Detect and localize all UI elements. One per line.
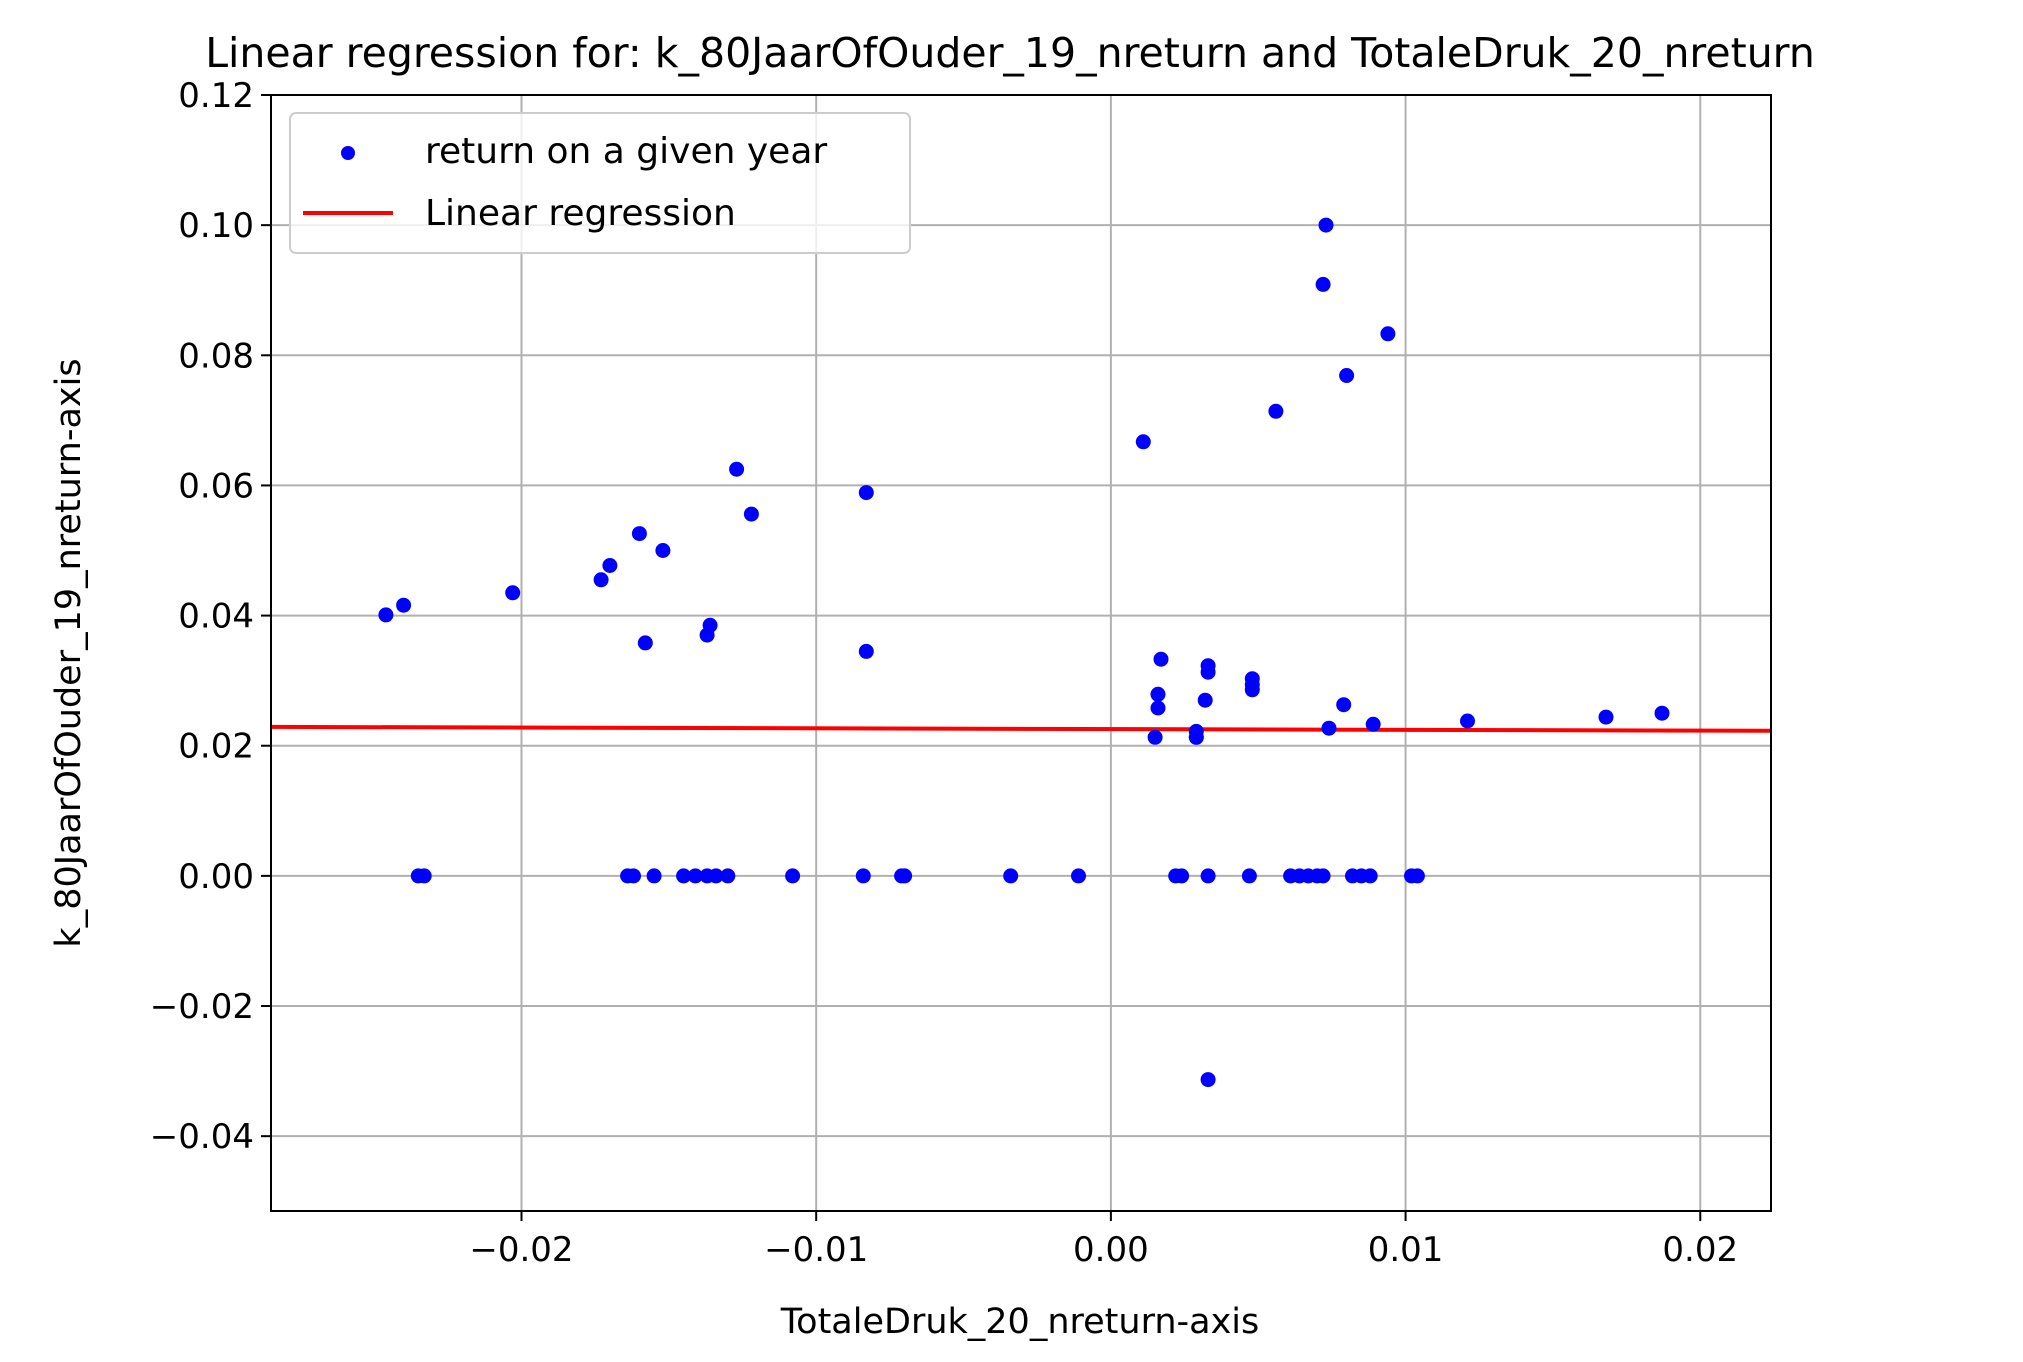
x-tick-label: −0.02 xyxy=(469,1230,573,1270)
scatter-point xyxy=(1200,1072,1216,1088)
x-tick-label: 0.01 xyxy=(1368,1230,1444,1270)
x-tick-label: 0.00 xyxy=(1073,1230,1149,1270)
scatter-point xyxy=(1200,868,1216,884)
y-axis-label: k_80JaarOfOuder_19_nreturn-axis xyxy=(49,358,89,947)
scatter-point xyxy=(1150,686,1166,702)
regression-line-layer xyxy=(270,724,1772,733)
scatter-point xyxy=(743,506,759,522)
scatter-point xyxy=(637,635,653,651)
scatter-point xyxy=(897,868,913,884)
legend-box xyxy=(289,112,911,254)
x-tick-label: 0.02 xyxy=(1662,1230,1738,1270)
scatter-point xyxy=(1365,716,1381,732)
scatter-point xyxy=(646,868,662,884)
scatter-point xyxy=(1339,368,1355,383)
scatter-point xyxy=(1460,713,1475,729)
scatter-point xyxy=(687,868,703,884)
scatter-point xyxy=(1654,705,1670,721)
scatter-point xyxy=(858,643,874,659)
scatter-point xyxy=(1598,709,1614,725)
scatter-point xyxy=(378,607,394,623)
scatter-point xyxy=(416,868,432,884)
scatter-point xyxy=(1197,692,1213,708)
y-tick-label: 0.10 xyxy=(178,206,254,246)
scatter-point xyxy=(505,585,521,601)
scatter-point xyxy=(602,558,618,573)
y-tick-label: 0.00 xyxy=(178,857,254,897)
x-tick-label: −0.01 xyxy=(764,1230,868,1270)
scatter-point xyxy=(1174,868,1190,884)
regression-line xyxy=(270,724,1772,733)
scatter-point xyxy=(702,617,718,633)
legend: return on a given year Linear regression xyxy=(289,112,911,254)
y-tick-label: −0.02 xyxy=(150,987,254,1027)
scatter-point xyxy=(855,868,871,884)
y-tick-label: −0.04 xyxy=(150,1117,254,1157)
scatter-point xyxy=(1336,697,1352,713)
scatter-point xyxy=(858,485,874,501)
y-tick-label: 0.08 xyxy=(178,336,254,376)
scatter-point xyxy=(593,572,609,588)
scatter-point xyxy=(1153,651,1169,667)
scatter-point xyxy=(1135,434,1151,450)
scatter-point xyxy=(396,597,412,613)
legend-scatter-marker xyxy=(341,146,355,160)
scatter-point xyxy=(708,868,724,884)
scatter-point xyxy=(1071,868,1086,884)
chart-title: Linear regression for: k_80JaarOfOuder_1… xyxy=(205,29,1815,77)
plot-frame xyxy=(270,94,1772,1212)
scatter-point xyxy=(1321,720,1337,736)
scatter-point xyxy=(1318,217,1334,233)
scatter-point xyxy=(1268,403,1284,419)
scatter-point xyxy=(729,461,745,477)
scatter-point xyxy=(1362,868,1378,884)
scatter-point xyxy=(720,868,736,884)
scatter-point xyxy=(655,543,671,558)
y-tick-label: 0.02 xyxy=(178,727,254,767)
scatter-point xyxy=(1147,729,1163,745)
scatter-point xyxy=(785,868,801,884)
scatter-point xyxy=(1380,326,1396,342)
scatter-points-layer xyxy=(378,217,1670,1088)
y-tick-label: 0.12 xyxy=(178,76,254,116)
scatter-point xyxy=(1200,658,1216,674)
scatter-point xyxy=(1150,700,1166,716)
y-tick-label: 0.04 xyxy=(178,597,254,637)
scatter-point xyxy=(1315,276,1331,292)
scatter-point xyxy=(1315,868,1331,884)
x-axis-ticks: −0.02 −0.01 0.00 0.01 0.02 xyxy=(469,1211,1738,1270)
scatter-point xyxy=(1241,868,1257,884)
scatter-point xyxy=(1003,868,1019,884)
scatter-point xyxy=(1188,729,1204,745)
y-axis-ticks: −0.04 −0.02 0.00 0.02 0.04 0.06 0.08 0.10 0.12 xyxy=(150,76,271,1157)
legend-label-regression: Linear regression xyxy=(425,193,736,234)
x-axis-label: TotaleDruk_20_nreturn-axis xyxy=(780,1302,1260,1342)
scatter-point xyxy=(626,868,641,884)
scatter-point xyxy=(1409,868,1425,884)
legend-label-points: return on a given year xyxy=(425,131,827,172)
y-tick-label: 0.06 xyxy=(178,466,254,506)
scatter-point xyxy=(676,868,692,884)
scatter-point xyxy=(1244,671,1260,687)
scatter-point xyxy=(631,526,647,542)
